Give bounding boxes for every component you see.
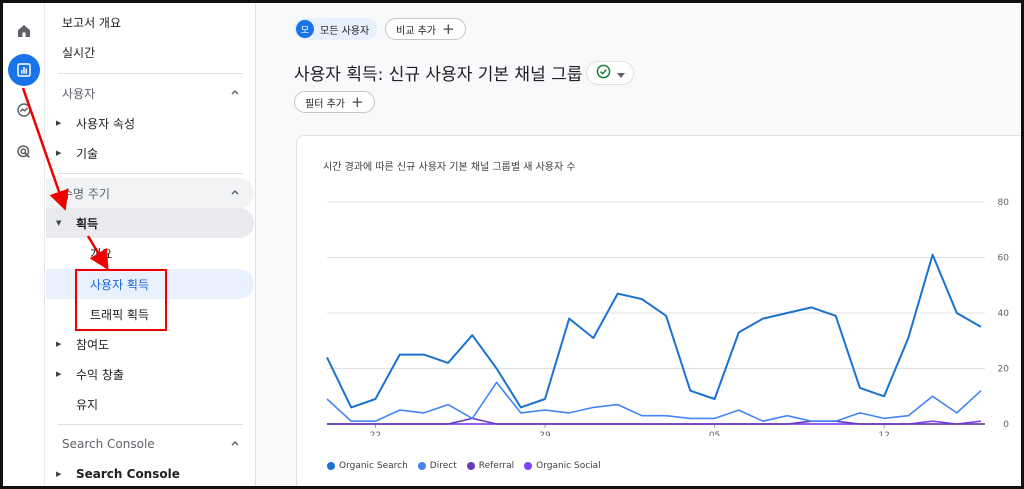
plus-icon: + xyxy=(350,92,364,111)
main-content: 모 모든 사용자 비교 추가 + 사용자 획득: 신규 사용자 기본 채널 그룹… xyxy=(256,3,1024,489)
y-tick-label: 60 xyxy=(998,254,1010,264)
legend-swatch xyxy=(327,462,335,470)
reports-icon[interactable] xyxy=(8,54,40,86)
icon-rail xyxy=(3,3,45,486)
highlight-box xyxy=(75,269,167,331)
nav-overview[interactable]: 보고서 개요 xyxy=(46,7,254,37)
series-line-organic-search xyxy=(326,253,982,409)
chevron-up-icon xyxy=(230,437,240,451)
x-tick-label: 12 xyxy=(878,431,889,436)
advertising-icon[interactable] xyxy=(8,136,40,168)
add-filter-button[interactable]: 필터 추가 + xyxy=(294,91,375,113)
home-icon[interactable] xyxy=(8,15,40,47)
section-search-console-header[interactable]: Search Console xyxy=(46,429,254,459)
nav-retention[interactable]: 유지 xyxy=(46,389,254,419)
divider xyxy=(58,424,243,425)
legend-item[interactable]: Organic Search xyxy=(327,461,408,471)
chart-title: 시간 경과에 따른 신규 사용자 기본 채널 그룹별 새 사용자 수 xyxy=(323,162,576,173)
all-users-label: 모든 사용자 xyxy=(320,25,370,37)
chart-card: 시간 경과에 따른 신규 사용자 기본 채널 그룹별 새 사용자 수 0 20 40… xyxy=(296,135,1024,489)
section-search-console-label: Search Console xyxy=(62,437,155,451)
legend-swatch xyxy=(417,462,426,470)
nav-monetization-label: 수익 창출 xyxy=(76,367,124,382)
nav-engagement-label: 참여도 xyxy=(76,337,110,352)
chart-legend: Organic Search Direct Referral Organic S… xyxy=(327,461,601,471)
nav-search-console[interactable]: ▶ Search Console xyxy=(46,459,254,489)
y-tick-label: 40 xyxy=(998,309,1010,319)
nav-overview-label: 보고서 개요 xyxy=(62,15,122,30)
nav-realtime-label: 실시간 xyxy=(62,45,96,60)
y-tick-label: 20 xyxy=(998,365,1010,375)
expand-triangle-icon: ▶ xyxy=(56,470,62,478)
add-comparison-button[interactable]: 비교 추가 + xyxy=(385,18,466,40)
expand-triangle-icon: ▶ xyxy=(56,370,62,378)
nav-acquisition[interactable]: ▼ 획득 xyxy=(46,208,254,238)
nav-tech-label: 기술 xyxy=(76,146,99,161)
nav-traffic-acquisition-label: 트래픽 획득 xyxy=(90,307,150,322)
nav-traffic-acquisition[interactable]: 트래픽 획득 xyxy=(46,299,254,329)
nav-acquisition-overview[interactable]: 개요 xyxy=(46,238,254,268)
legend-label: Organic Search xyxy=(339,461,408,471)
section-user-label: 사용자 xyxy=(62,86,96,101)
y-tick-label: 0 xyxy=(1003,420,1009,430)
section-lifecycle-label: 수명 주기 xyxy=(62,186,110,201)
report-nav: 보고서 개요 실시간 사용자 ▶ 사용자 속성 ▶ 기술 수명 주기 ▼ 획득 개요 … xyxy=(46,3,256,486)
expand-triangle-icon: ▶ xyxy=(56,149,62,157)
page-title: 사용자 획득: 신규 사용자 기본 채널 그룹 xyxy=(294,65,583,85)
y-tick-label: 80 xyxy=(998,198,1010,208)
divider xyxy=(58,73,243,74)
nav-user-acquisition-label: 사용자 획득 xyxy=(90,277,150,292)
nav-search-console-label: Search Console xyxy=(76,467,180,481)
avatar: 모 xyxy=(296,20,314,38)
divider xyxy=(58,173,243,174)
line-chart: 0204060802210월290511월12 xyxy=(326,198,1010,436)
nav-acquisition-label: 획득 xyxy=(76,216,99,231)
nav-acquisition-overview-label: 개요 xyxy=(90,246,113,261)
check-circle-icon xyxy=(596,64,611,83)
nav-user-attributes[interactable]: ▶ 사용자 속성 xyxy=(46,108,254,138)
legend-item[interactable]: Direct xyxy=(417,461,457,471)
add-comparison-label: 비교 추가 xyxy=(396,25,436,37)
nav-monetization[interactable]: ▶ 수익 창출 xyxy=(46,359,254,389)
series-line-direct xyxy=(326,381,982,423)
nav-retention-label: 유지 xyxy=(76,397,99,412)
all-users-chip[interactable]: 모 모든 사용자 xyxy=(294,18,378,40)
legend-item[interactable]: Organic Social xyxy=(524,461,601,471)
nav-engagement[interactable]: ▶ 참여도 xyxy=(46,329,254,359)
x-tick-label: 29 xyxy=(539,431,551,436)
legend-label: Referral xyxy=(478,461,515,471)
chevron-up-icon xyxy=(230,186,240,200)
legend-label: Direct xyxy=(429,461,457,471)
status-dropdown[interactable] xyxy=(586,61,634,85)
nav-user-attributes-label: 사용자 속성 xyxy=(76,116,136,131)
x-tick-label: 22 xyxy=(370,431,381,436)
expand-triangle-icon: ▶ xyxy=(56,119,62,127)
chevron-up-icon xyxy=(230,86,240,100)
section-lifecycle-header[interactable]: 수명 주기 xyxy=(46,178,254,208)
legend-label: Organic Social xyxy=(536,461,601,471)
nav-realtime[interactable]: 실시간 xyxy=(46,37,254,67)
plus-icon: + xyxy=(441,19,455,38)
collapse-triangle-icon: ▼ xyxy=(56,219,62,227)
expand-triangle-icon: ▶ xyxy=(56,340,62,348)
section-user-header[interactable]: 사용자 xyxy=(46,78,254,108)
x-tick-label: 05 xyxy=(709,431,720,436)
legend-item[interactable]: Referral xyxy=(466,461,515,471)
legend-swatch xyxy=(524,462,533,470)
caret-down-icon xyxy=(616,64,625,83)
explore-icon[interactable] xyxy=(8,94,40,126)
nav-tech[interactable]: ▶ 기술 xyxy=(46,138,254,168)
legend-swatch xyxy=(466,462,475,470)
nav-user-acquisition[interactable]: 사용자 획득 xyxy=(46,269,254,299)
add-filter-label: 필터 추가 xyxy=(305,98,345,110)
series-line-referral xyxy=(327,417,981,425)
